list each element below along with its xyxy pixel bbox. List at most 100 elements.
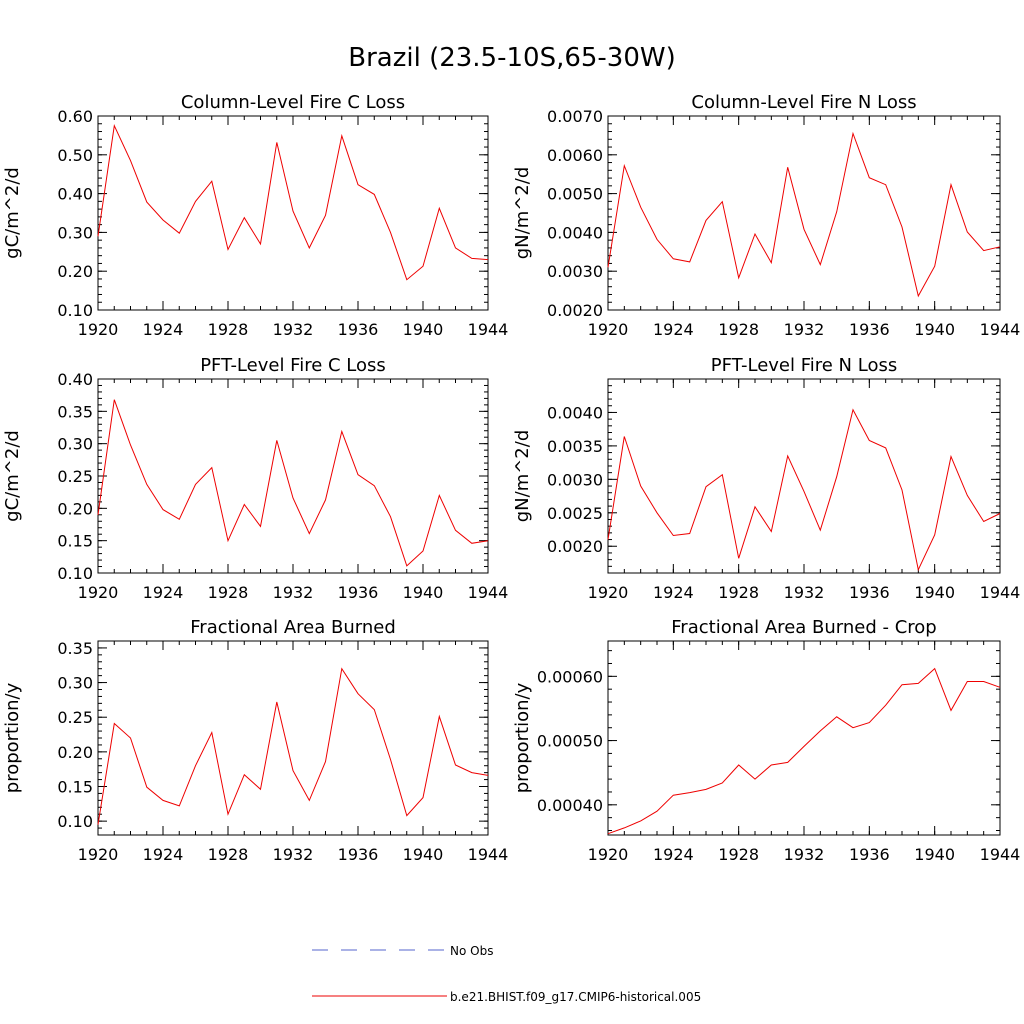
x-tick-label: 1924 xyxy=(653,845,694,864)
x-tick-label: 1936 xyxy=(849,845,890,864)
x-tick-label: 1944 xyxy=(468,320,509,339)
x-tick-label: 1920 xyxy=(588,583,629,602)
x-tick-label: 1940 xyxy=(403,583,444,602)
x-tick-label: 1940 xyxy=(914,583,955,602)
y-axis-label: gC/m^2/d xyxy=(2,430,23,522)
y-tick-label: 0.10 xyxy=(57,812,93,831)
y-axis-label: gN/m^2/d xyxy=(512,167,533,260)
y-tick-label: 0.0030 xyxy=(547,470,603,489)
y-tick-label: 0.40 xyxy=(57,370,93,389)
x-tick-label: 1936 xyxy=(849,583,890,602)
plot-frame xyxy=(607,640,1001,836)
x-tick-label: 1924 xyxy=(143,320,184,339)
x-tick-label: 1940 xyxy=(403,320,444,339)
y-tick-label: 0.35 xyxy=(57,639,93,658)
y-tick-label: 0.00060 xyxy=(537,667,603,686)
chart-title: Fractional Area Burned - Crop xyxy=(671,617,936,638)
y-tick-label: 0.15 xyxy=(57,778,93,797)
chart-panel: PFT-Level Fire N Loss 1920 1924 1928 1932 193… xyxy=(512,355,1020,602)
chart-title: PFT-Level Fire N Loss xyxy=(711,355,897,376)
x-tick-label: 1928 xyxy=(718,320,759,339)
x-tick-label: 1944 xyxy=(980,583,1021,602)
plot-frame xyxy=(97,378,489,574)
x-tick-label: 1924 xyxy=(143,845,184,864)
x-tick-label: 1936 xyxy=(849,320,890,339)
y-tick-label: 0.0035 xyxy=(547,437,603,456)
x-tick-label: 1936 xyxy=(338,845,379,864)
x-tick-label: 1920 xyxy=(588,845,629,864)
x-tick-label: 1928 xyxy=(208,845,249,864)
x-tick-label: 1924 xyxy=(143,583,184,602)
panels: Column-Level Fire C Loss 1920 1924 1928 1932… xyxy=(2,92,1020,864)
figure-title: Brazil (23.5-10S,65-30W) xyxy=(348,43,676,73)
chart-panel: Column-Level Fire N Loss 1920 1924 1928 1932… xyxy=(512,92,1020,339)
x-tick-label: 1932 xyxy=(784,583,825,602)
y-axis-label: proportion/y xyxy=(512,682,533,793)
y-axis-label: gN/m^2/d xyxy=(512,430,533,523)
series-line xyxy=(97,399,489,567)
y-tick-label: 0.60 xyxy=(57,107,93,126)
y-tick-label: 0.00050 xyxy=(537,732,603,751)
y-tick-label: 0.30 xyxy=(57,435,93,454)
x-tick-label: 1940 xyxy=(914,320,955,339)
x-tick-label: 1928 xyxy=(208,320,249,339)
chart-panel: Column-Level Fire C Loss 1920 1924 1928 1932… xyxy=(2,92,508,339)
y-tick-label: 0.0025 xyxy=(547,504,603,523)
y-tick-label: 0.40 xyxy=(57,185,93,204)
plot-frame xyxy=(607,378,1001,574)
plot-frame xyxy=(97,640,489,836)
y-tick-label: 0.50 xyxy=(57,146,93,165)
chart-title: Column-Level Fire N Loss xyxy=(691,92,916,113)
y-tick-label: 0.25 xyxy=(57,467,93,486)
x-tick-label: 1928 xyxy=(208,583,249,602)
x-tick-label: 1920 xyxy=(78,845,119,864)
chart-title: Column-Level Fire C Loss xyxy=(181,92,405,113)
y-tick-label: 0.15 xyxy=(57,532,93,551)
y-tick-label: 0.0050 xyxy=(547,185,603,204)
x-tick-label: 1924 xyxy=(653,320,694,339)
y-tick-label: 0.0020 xyxy=(547,537,603,556)
x-tick-label: 1928 xyxy=(718,845,759,864)
y-tick-label: 0.20 xyxy=(57,743,93,762)
chart-title: PFT-Level Fire C Loss xyxy=(200,355,386,376)
y-tick-label: 0.30 xyxy=(57,223,93,242)
y-tick-label: 0.20 xyxy=(57,499,93,518)
plot-frame xyxy=(607,115,1001,311)
y-axis-label: gC/m^2/d xyxy=(2,167,23,259)
x-tick-label: 1928 xyxy=(718,583,759,602)
x-tick-label: 1932 xyxy=(784,320,825,339)
legend: No Obs b.e21.BHIST.f09_g17.CMIP6-histori… xyxy=(312,944,701,1004)
x-tick-label: 1932 xyxy=(273,320,314,339)
series-line xyxy=(97,123,489,281)
series-line xyxy=(607,667,1001,835)
x-tick-label: 1936 xyxy=(338,583,379,602)
y-tick-label: 0.0030 xyxy=(547,262,603,281)
series-line xyxy=(607,131,1001,298)
x-tick-label: 1940 xyxy=(914,845,955,864)
y-tick-label: 0.35 xyxy=(57,402,93,421)
chart-panel: Fractional Area Burned - Crop 1920 1924 192… xyxy=(512,617,1020,864)
chart-panel: PFT-Level Fire C Loss 1920 1924 1928 1932 193… xyxy=(2,355,508,602)
x-tick-label: 1936 xyxy=(338,320,379,339)
x-tick-label: 1944 xyxy=(980,845,1021,864)
x-tick-label: 1944 xyxy=(468,583,509,602)
x-tick-label: 1924 xyxy=(653,583,694,602)
y-tick-label: 0.10 xyxy=(57,564,93,583)
y-tick-label: 0.10 xyxy=(57,301,93,320)
y-axis-label: proportion/y xyxy=(2,682,23,793)
series-line xyxy=(607,408,1001,572)
x-tick-label: 1944 xyxy=(468,845,509,864)
x-tick-label: 1932 xyxy=(273,583,314,602)
y-tick-label: 0.0020 xyxy=(547,301,603,320)
x-tick-label: 1940 xyxy=(403,845,444,864)
legend-no-obs-label: No Obs xyxy=(450,944,493,958)
y-tick-label: 0.0060 xyxy=(547,146,603,165)
x-tick-label: 1920 xyxy=(78,320,119,339)
y-tick-label: 0.20 xyxy=(57,262,93,281)
y-tick-label: 0.30 xyxy=(57,674,93,693)
chart-title: Fractional Area Burned xyxy=(190,617,396,638)
x-tick-label: 1932 xyxy=(273,845,314,864)
x-tick-label: 1920 xyxy=(588,320,629,339)
x-tick-label: 1920 xyxy=(78,583,119,602)
